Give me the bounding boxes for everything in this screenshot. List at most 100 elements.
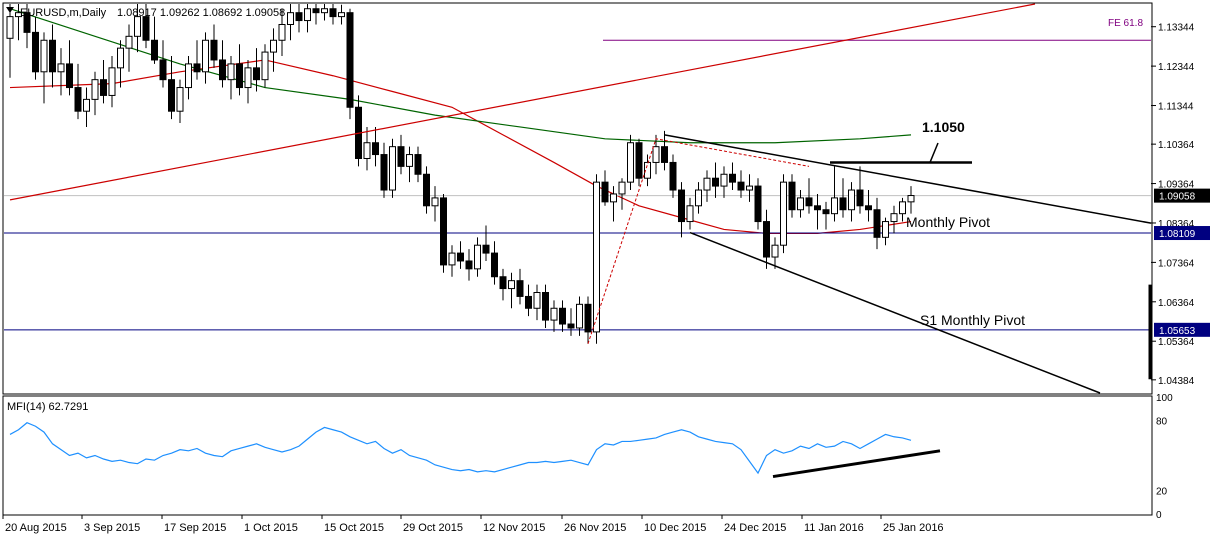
resistance-pointer-line — [929, 142, 939, 163]
candle — [652, 134, 660, 175]
price-tick-label: 1.08364 — [1158, 219, 1195, 230]
candle — [890, 205, 898, 234]
date-tick-label: 10 Dec 2015 — [644, 522, 706, 534]
price-badge — [1154, 188, 1210, 203]
pivot-levels — [4, 39, 1151, 331]
candle — [100, 59, 107, 104]
candle — [125, 24, 133, 72]
price-tick-label: 1.12344 — [1158, 62, 1195, 73]
candle — [831, 166, 838, 222]
candle — [278, 8, 286, 57]
candle — [185, 56, 192, 100]
candle — [176, 79, 184, 124]
date-tick-label: 29 Oct 2015 — [403, 522, 463, 534]
price-panel-frame — [2, 2, 1153, 395]
candle — [219, 40, 226, 88]
candle — [788, 174, 796, 218]
candle — [516, 268, 524, 305]
candle — [431, 186, 439, 222]
candle — [618, 178, 626, 210]
candle — [856, 166, 864, 214]
date-tick-label: 3 Sep 2015 — [84, 522, 140, 534]
candle — [142, 4, 150, 49]
price-axis: 1.13344 1.12344 1.11344 1.10364 1.09364 1.083… — [1148, 23, 1210, 387]
candle — [6, 4, 14, 78]
mfi-tick-label: 80 — [1156, 416, 1168, 427]
candle — [355, 95, 362, 167]
candle — [321, 4, 328, 21]
candle — [74, 63, 82, 120]
candle — [295, 4, 303, 33]
candle — [474, 237, 481, 277]
candle — [771, 237, 779, 269]
date-tick-label: 1 Oct 2015 — [244, 522, 298, 534]
mfi-label: MFI(14) 62.7291 — [7, 401, 88, 413]
candle — [491, 241, 498, 285]
candle — [576, 296, 583, 336]
candle — [754, 178, 762, 230]
date-tick-label: 15 Oct 2015 — [324, 522, 384, 534]
candle — [270, 28, 277, 72]
candle — [465, 249, 473, 281]
candle — [907, 186, 915, 214]
resistance-label: 1.1050 — [922, 119, 965, 135]
candle — [168, 56, 175, 120]
candle — [482, 225, 490, 261]
candle — [380, 142, 388, 198]
candle — [244, 59, 252, 104]
candle — [848, 182, 855, 222]
candle — [253, 48, 260, 92]
candle — [593, 174, 600, 344]
candle — [882, 217, 889, 246]
candle — [703, 170, 711, 202]
candle — [627, 134, 634, 191]
candle — [533, 284, 541, 321]
candle — [499, 268, 507, 301]
date-tick-label: 26 Nov 2015 — [564, 522, 626, 534]
candle — [134, 4, 141, 53]
candle — [865, 190, 872, 222]
mfi-tick-label: 100 — [1156, 393, 1173, 404]
candle — [899, 197, 906, 222]
price-tick-label: 1.09364 — [1158, 180, 1195, 191]
candle — [329, 4, 337, 25]
candle — [559, 300, 566, 332]
candle — [91, 71, 99, 116]
candle — [210, 24, 218, 68]
candle — [610, 186, 617, 222]
candle — [805, 178, 813, 214]
mfi-line — [9, 422, 912, 475]
date-tick-label: 24 Dec 2015 — [724, 522, 786, 534]
candle — [695, 182, 702, 214]
fibonacci-dotted-line — [587, 138, 810, 344]
candle — [236, 44, 243, 96]
moving-average-line — [9, 59, 912, 234]
candle — [644, 154, 651, 187]
mfi-tick-label: 20 — [1156, 487, 1168, 498]
candle — [389, 138, 396, 198]
candle — [720, 166, 728, 198]
moving-average-line — [9, 8, 912, 144]
candle — [397, 134, 405, 175]
candle — [193, 40, 201, 80]
mfi-trendline — [772, 449, 941, 479]
candle — [287, 4, 294, 41]
date-tick-label: 11 Jan 2016 — [804, 522, 864, 534]
candle — [661, 130, 668, 171]
candle — [678, 182, 685, 238]
chart-menu-triangle-icon[interactable] — [6, 7, 14, 13]
price-badge-label: 1.05653 — [1159, 326, 1196, 337]
indicator-panel-frame — [2, 395, 1153, 516]
price-badge-label: 1.09058 — [1159, 192, 1196, 203]
trendlines — [9, 3, 1152, 394]
candle — [363, 126, 371, 171]
candle — [346, 8, 354, 120]
candle — [780, 174, 787, 254]
candle — [57, 48, 65, 96]
candle — [797, 190, 804, 218]
candle — [202, 32, 209, 84]
date-tick-label: 12 Nov 2015 — [483, 522, 545, 534]
candle — [873, 197, 881, 250]
date-tick-label: 17 Sep 2015 — [164, 522, 226, 534]
